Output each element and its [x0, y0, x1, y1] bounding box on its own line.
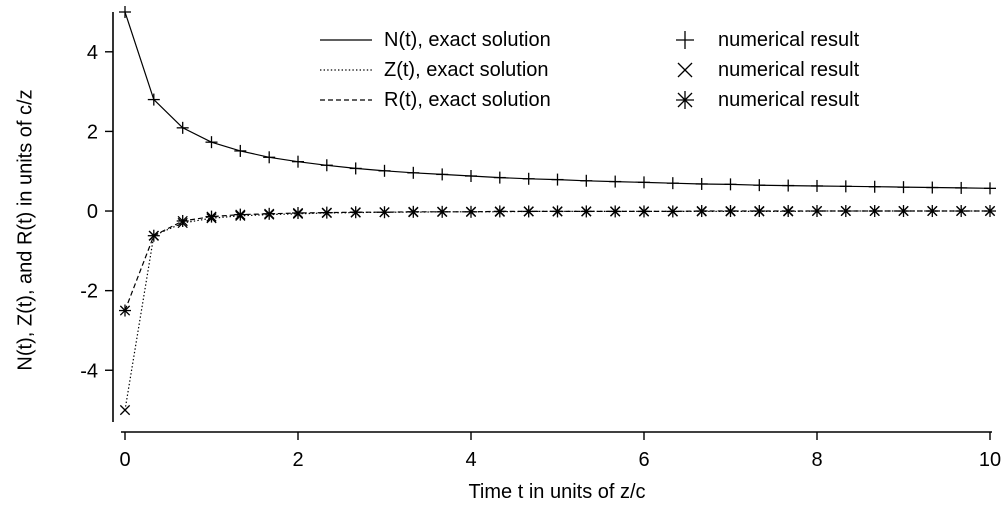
- data-point-asterisk: [408, 206, 419, 217]
- x-tick-label: 0: [119, 449, 130, 471]
- x-axis-label: Time t in units of z/c: [468, 481, 646, 503]
- data-point-asterisk: [437, 206, 448, 217]
- legend-marker-asterisk: [677, 92, 693, 108]
- y-tick-label: 2: [87, 121, 98, 143]
- data-point-asterisk: [206, 211, 217, 222]
- y-axis-label: N(t), Z(t), and R(t) in units of c/z: [14, 89, 37, 371]
- data-point-asterisk: [840, 205, 851, 217]
- data-point-cross: [119, 404, 131, 416]
- x-tick-label: 2: [292, 449, 303, 471]
- series-line-n: [124, 11, 991, 189]
- data-point-asterisk: [552, 206, 563, 217]
- legend-label-r-exact: R(t), exact solution: [384, 89, 551, 111]
- data-point-asterisk: [235, 209, 246, 220]
- y-tick-label: 0: [87, 201, 98, 223]
- y-tick-label: 4: [87, 42, 98, 64]
- legend-label-n-exact: N(t), exact solution: [384, 29, 551, 51]
- data-point-asterisk: [811, 205, 823, 217]
- data-point-asterisk: [898, 205, 909, 217]
- data-point-asterisk: [494, 206, 505, 217]
- data-point-asterisk: [177, 215, 188, 227]
- data-point-asterisk: [667, 206, 678, 217]
- data-point-asterisk: [321, 207, 332, 218]
- x-tick-label: 8: [811, 449, 822, 471]
- legend-label-numerical-plus: numerical result: [718, 29, 860, 51]
- data-point-asterisk: [984, 205, 996, 217]
- data-point-asterisk: [725, 205, 736, 217]
- legend-label-numerical-asterisk: numerical result: [718, 89, 860, 111]
- data-point-asterisk: [350, 207, 361, 218]
- data-point-asterisk: [783, 205, 794, 217]
- legend-label-numerical-cross: numerical result: [718, 59, 860, 81]
- legend-marker-cross: [677, 62, 693, 78]
- data-point-asterisk: [119, 305, 131, 316]
- data-point-asterisk: [696, 205, 707, 217]
- data-point-asterisk: [754, 205, 765, 217]
- x-tick-label: 6: [638, 449, 649, 471]
- data-point-asterisk: [956, 205, 967, 217]
- y-tick-label: -2: [80, 281, 98, 303]
- series-line-r: [124, 210, 990, 311]
- x-tick-label: 4: [465, 449, 476, 471]
- data-point-asterisk: [581, 206, 592, 217]
- data-point-asterisk: [379, 207, 390, 218]
- x-tick-label: 10: [979, 449, 1001, 471]
- data-point-asterisk: [292, 207, 304, 219]
- data-point-asterisk: [264, 208, 275, 219]
- data-point-asterisk: [465, 206, 477, 217]
- data-point-asterisk: [523, 206, 534, 217]
- data-point-asterisk: [610, 206, 621, 217]
- data-point-asterisk: [148, 230, 159, 241]
- data-point-asterisk: [638, 206, 650, 217]
- series-line-z: [124, 210, 990, 411]
- data-point-asterisk: [927, 205, 938, 217]
- legend-label-z-exact: Z(t), exact solution: [384, 59, 549, 81]
- data-point-asterisk: [869, 205, 880, 217]
- y-tick-label: -4: [80, 360, 98, 382]
